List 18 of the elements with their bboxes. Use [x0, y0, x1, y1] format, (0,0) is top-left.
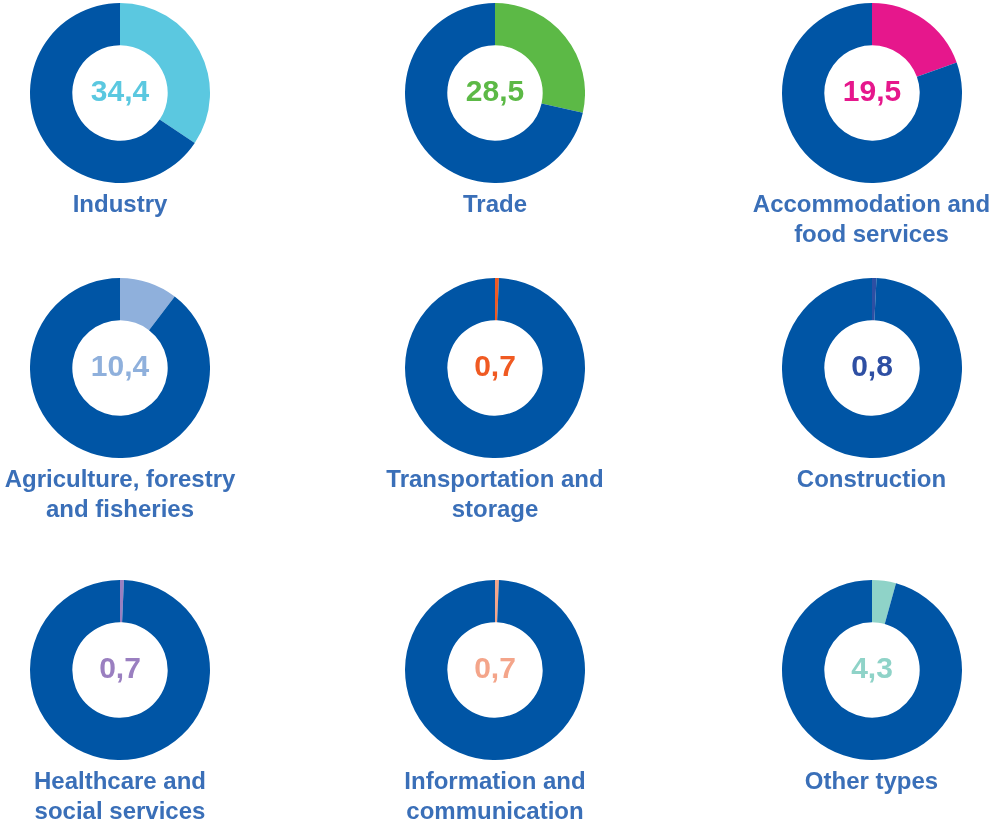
- text: Agriculture, forestry and fisheries: [3, 464, 237, 524]
- text: Construction: [795, 464, 948, 494]
- text: Transportation and storage: [385, 464, 605, 524]
- data-label: 0,7: [99, 651, 141, 685]
- text: Healthcare and social services: [32, 766, 208, 826]
- data-label: 0,7: [474, 651, 516, 685]
- data-label: 34,4: [90, 74, 150, 108]
- text: Other types: [803, 766, 940, 796]
- text: Industry: [71, 189, 169, 219]
- data-label: 19,5: [842, 74, 902, 108]
- data-label: 10,4: [90, 349, 150, 383]
- text: Information and communication: [403, 766, 587, 826]
- data-label: 4,3: [851, 651, 893, 685]
- text: Accommodation and food services: [751, 189, 992, 249]
- data-label: 0,8: [851, 349, 893, 383]
- text: Trade: [462, 189, 528, 219]
- data-label: 0,7: [474, 349, 516, 383]
- data-label: 28,5: [465, 74, 525, 108]
